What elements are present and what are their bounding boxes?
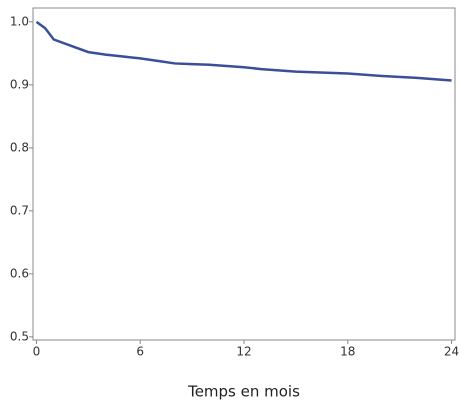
y-tick-label: 0.9 (10, 77, 29, 91)
y-tick-label: 0.5 (10, 329, 29, 343)
x-tick-label: 12 (236, 345, 251, 359)
x-tick-label: 6 (136, 345, 144, 359)
line (35, 20, 452, 82)
y-tick-label: 0.6 (10, 266, 29, 280)
x-axis-label: Temps en mois (187, 383, 300, 401)
y-tick-label: 1.0 (10, 14, 29, 28)
y-tick-label: 0.7 (10, 203, 29, 217)
x-tick-label: 0 (33, 345, 41, 359)
x-tick-label: 24 (444, 345, 459, 359)
y-tick-label: 0.8 (10, 140, 29, 154)
x-tick-label: 18 (340, 345, 355, 359)
plot-frame (32, 7, 456, 341)
